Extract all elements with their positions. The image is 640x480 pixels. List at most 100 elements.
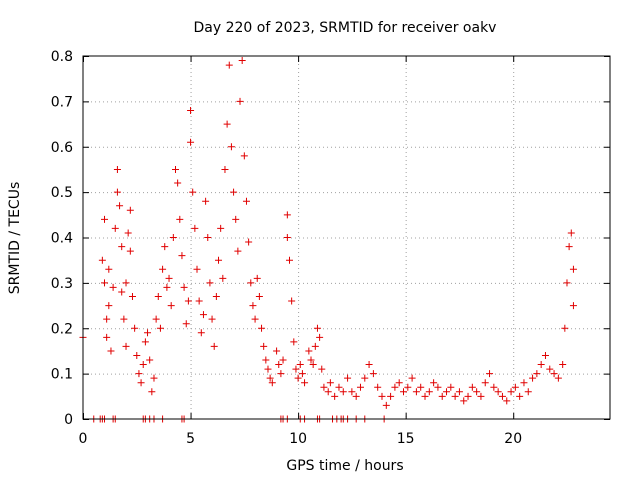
data-point	[434, 383, 442, 391]
data-point	[156, 324, 164, 332]
data-point	[122, 279, 130, 287]
data-point	[569, 302, 577, 310]
data-point	[101, 279, 109, 287]
data-point	[268, 379, 276, 387]
data-point	[266, 374, 274, 382]
data-point	[191, 224, 199, 232]
data-point	[374, 383, 382, 391]
data-point	[563, 279, 571, 287]
data-point	[477, 392, 485, 400]
data-point	[490, 383, 498, 391]
x-tick-label: 0	[79, 431, 88, 447]
data-point	[494, 388, 502, 396]
data-point	[249, 302, 257, 310]
data-point	[309, 361, 317, 369]
data-point	[236, 97, 244, 105]
y-tick-label: 0.1	[51, 367, 73, 383]
data-point	[120, 315, 128, 323]
data-point	[533, 370, 541, 378]
data-point	[165, 274, 173, 282]
data-point	[150, 374, 158, 382]
data-point	[481, 379, 489, 387]
data-point	[301, 379, 309, 387]
plot-frame	[82, 55, 611, 420]
data-point	[148, 388, 156, 396]
y-axis-title: SRMTID / TECUs	[7, 182, 23, 295]
data-point	[316, 333, 324, 341]
data-point	[275, 361, 283, 369]
data-point	[107, 347, 115, 355]
data-point	[137, 379, 145, 387]
data-point	[154, 292, 162, 300]
data-point	[174, 179, 182, 187]
data-point	[320, 383, 328, 391]
data-point	[171, 165, 179, 173]
data-point	[253, 274, 261, 282]
data-point	[247, 279, 255, 287]
y-tick-label: 0.3	[51, 276, 73, 292]
data-point	[242, 197, 250, 205]
data-point	[180, 283, 188, 291]
data-point	[554, 374, 562, 382]
data-point	[182, 320, 190, 328]
data-point	[460, 397, 468, 405]
data-point	[294, 374, 302, 382]
data-point	[262, 356, 270, 364]
data-point	[128, 292, 136, 300]
data-point	[400, 388, 408, 396]
data-point	[288, 297, 296, 305]
data-point	[511, 383, 519, 391]
data-point	[225, 61, 233, 69]
data-point	[279, 356, 287, 364]
data-point	[417, 383, 425, 391]
x-axis-title: GPS time / hours	[286, 458, 403, 474]
data-point	[468, 383, 476, 391]
data-point	[260, 342, 268, 350]
data-point	[113, 188, 121, 196]
data-point	[124, 229, 132, 237]
data-point	[404, 383, 412, 391]
x-tick-label: 5	[186, 431, 195, 447]
data-point	[163, 283, 171, 291]
data-point	[103, 333, 111, 341]
y-tick-label: 0.4	[51, 231, 73, 247]
data-point	[184, 297, 192, 305]
data-point	[122, 342, 130, 350]
data-point	[296, 361, 304, 369]
data-point	[503, 397, 511, 405]
data-point	[187, 106, 195, 114]
data-point	[318, 365, 326, 373]
data-point	[232, 215, 240, 223]
data-point	[331, 392, 339, 400]
y-tick-label: 0.8	[51, 49, 73, 65]
data-point	[382, 401, 390, 409]
x-tick-label: 20	[504, 431, 522, 447]
data-point	[356, 383, 364, 391]
data-point	[443, 388, 451, 396]
y-tick-label: 0	[64, 412, 73, 428]
data-point	[105, 265, 113, 273]
y-tick-label: 0.5	[51, 185, 73, 201]
data-point	[559, 361, 567, 369]
data-point	[105, 302, 113, 310]
data-point	[326, 379, 334, 387]
data-point	[206, 279, 214, 287]
data-point	[199, 311, 207, 319]
data-point	[550, 370, 558, 378]
data-point	[464, 392, 472, 400]
y-tick-label: 0.6	[51, 140, 73, 156]
data-point	[116, 202, 124, 210]
data-point	[264, 365, 272, 373]
data-point	[118, 288, 126, 296]
data-points	[79, 57, 577, 423]
data-point	[219, 274, 227, 282]
data-point	[516, 392, 524, 400]
data-point	[208, 315, 216, 323]
data-point	[255, 292, 263, 300]
data-point	[195, 297, 203, 305]
data-point	[421, 392, 429, 400]
data-point	[234, 247, 242, 255]
data-point	[223, 120, 231, 128]
data-point	[167, 302, 175, 310]
